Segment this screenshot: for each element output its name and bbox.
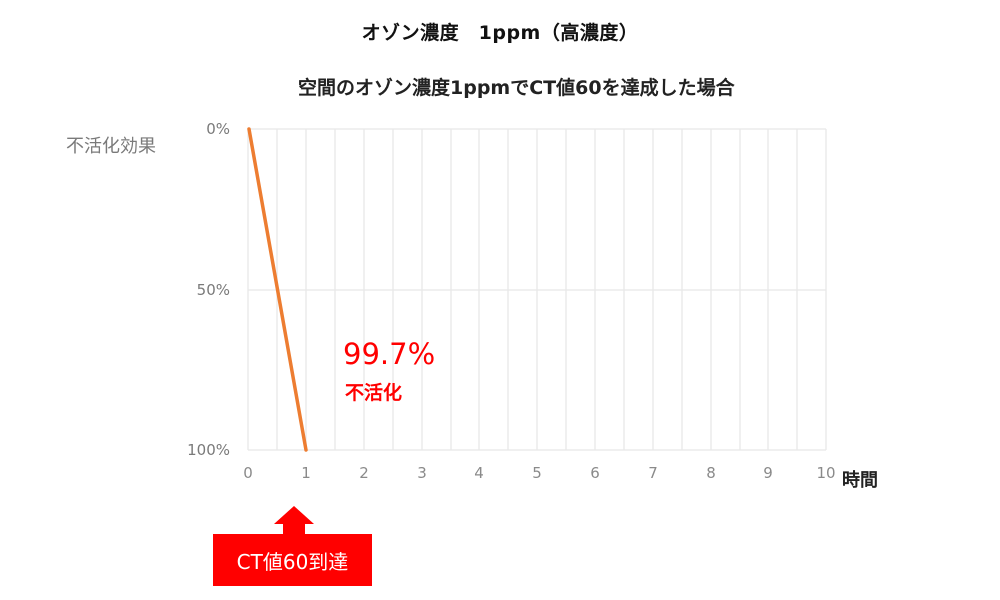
x-tick-3: 3 — [417, 464, 427, 482]
x-tick-2: 2 — [359, 464, 369, 482]
y-tick-50: 50% — [196, 281, 230, 299]
gridlines — [247, 128, 827, 451]
arrow-stem — [283, 523, 305, 535]
x-tick-0: 0 — [243, 464, 253, 482]
x-tick-10: 10 — [816, 464, 836, 482]
ct-value-callout: CT値60到達 — [213, 534, 372, 586]
data-line — [247, 127, 308, 452]
y-tick-100: 100% — [187, 441, 230, 459]
x-tick-7: 7 — [648, 464, 658, 482]
inactivation-label: 不活化 — [345, 382, 403, 404]
x-tick-8: 8 — [706, 464, 716, 482]
chart-title: オゾン濃度 1ppm（高濃度） — [361, 22, 639, 44]
inactivation-percent: 99.7% — [343, 337, 436, 371]
x-tick-1: 1 — [301, 464, 311, 482]
y-axis-label: 不活化効果 — [66, 136, 156, 157]
up-arrow-icon — [274, 506, 314, 524]
chart-subtitle: 空間のオゾン濃度1ppmでCT値60を達成した場合 — [298, 77, 735, 99]
x-tick-6: 6 — [590, 464, 600, 482]
x-tick-9: 9 — [763, 464, 773, 482]
y-tick-0: 0% — [206, 120, 230, 138]
callout-label: CT値60到達 — [236, 549, 349, 574]
x-tick-5: 5 — [532, 464, 542, 482]
x-tick-4: 4 — [474, 464, 484, 482]
x-axis-label: 時間 — [842, 470, 878, 491]
